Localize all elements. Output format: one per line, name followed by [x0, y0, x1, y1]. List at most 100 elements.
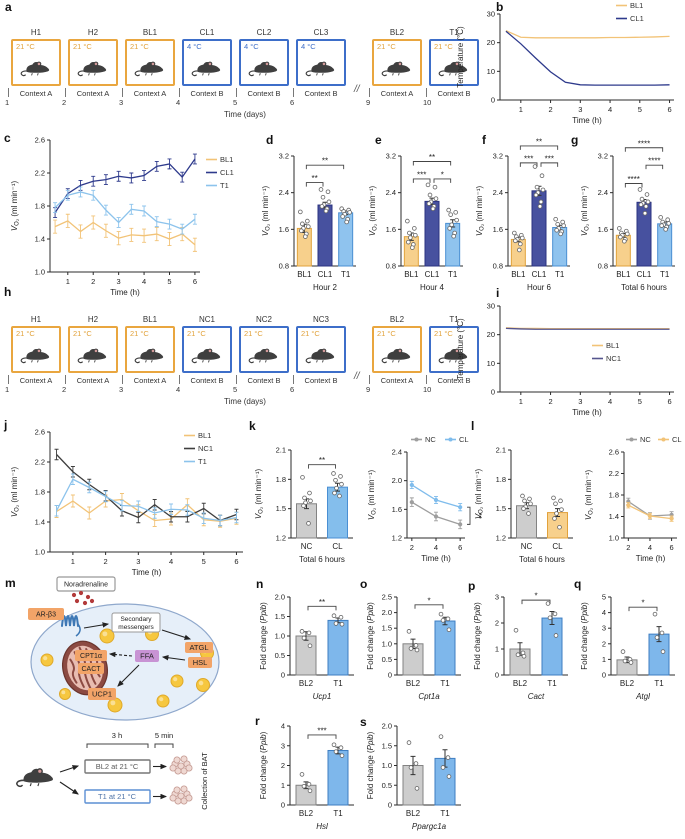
category-label: BL2	[513, 679, 528, 688]
arrow-ffa-cpt1a-dashed	[108, 651, 133, 658]
panel-label-f: f	[482, 133, 486, 147]
category-label: BL2	[299, 809, 314, 818]
data-point	[448, 212, 453, 217]
bar-T1	[541, 617, 563, 676]
atgl-box	[185, 642, 213, 653]
data-point	[558, 498, 563, 504]
mouse-icon	[20, 60, 50, 77]
data-point	[521, 653, 527, 659]
day-tick	[426, 88, 427, 97]
group-name: T1	[449, 28, 459, 37]
sig-bracket	[307, 605, 337, 611]
y-tick-label: 1.6	[392, 505, 402, 514]
mouse-icon	[134, 347, 164, 364]
panel-label-i: i	[496, 286, 500, 300]
mouse-icon-use	[134, 347, 164, 364]
sig-bracket	[519, 162, 538, 167]
housing-box: 21 °C	[372, 39, 422, 86]
x-tick-label: 4	[608, 397, 612, 406]
data-point	[518, 241, 523, 247]
day-tick	[122, 375, 123, 384]
x-tick-label: 4	[169, 557, 173, 566]
housing-box: 21 °C	[429, 326, 479, 373]
bat-tissue-icon	[180, 755, 188, 763]
data-point	[545, 601, 551, 606]
data-point	[338, 614, 344, 620]
y-tick-label: 1.4	[35, 235, 45, 244]
sig-bracket	[628, 606, 658, 612]
mouse-icon	[20, 347, 50, 364]
x-tick-label: 5	[638, 397, 642, 406]
series-line-NC1	[505, 327, 670, 330]
panel-label-g: g	[571, 133, 579, 147]
y-tick-label: 20	[487, 38, 495, 47]
data-point	[647, 513, 653, 519]
x-tick-label: 4	[434, 543, 438, 552]
data-point	[408, 646, 414, 651]
x-tick-label: 1	[519, 105, 523, 114]
day-number: 3	[119, 385, 124, 394]
context-label: Context A	[380, 89, 414, 98]
y-tick-label: 2.2	[35, 169, 45, 178]
temperature-label: 4 °C	[244, 42, 259, 51]
atgl-label: ATGL	[189, 643, 208, 652]
group-name: BL2	[389, 315, 405, 324]
mouse-icon-use	[305, 347, 335, 364]
y-tick-label: 1.8	[276, 475, 286, 484]
y-tick-label: 30	[487, 10, 495, 19]
data-point	[413, 643, 419, 648]
y-tick-label: 3	[602, 624, 606, 633]
series-line-CL1	[505, 30, 670, 86]
cpt1a-label: CPT1α	[80, 653, 102, 660]
y-axis-label: VO₂ (ml min⁻¹)	[368, 186, 379, 237]
x-tick-label: 2	[548, 397, 552, 406]
bracket-3h	[86, 743, 149, 748]
y-axis-label: Fold change (Ppib)	[259, 731, 268, 799]
day-tick	[369, 88, 370, 97]
x-axis-label: Time (h)	[110, 288, 140, 297]
noradrenaline-label: Noradrenaline	[64, 582, 108, 589]
legend-label: CL1	[630, 14, 644, 23]
data-point	[347, 210, 352, 215]
panel-label-m: m	[5, 576, 16, 590]
bar-T1	[445, 222, 461, 267]
sig-bracket	[624, 183, 643, 188]
y-tick-label: 1	[602, 655, 606, 664]
y-tick-label: 1.8	[609, 491, 619, 500]
y-tick-label: 2.0	[382, 608, 392, 617]
group-name: H2	[87, 315, 99, 324]
data-point	[306, 224, 311, 229]
arrow-messengers-atgl	[161, 629, 192, 640]
y-axis-label: VO₂ (ml min⁻¹)	[475, 186, 486, 237]
noradrenaline-dot	[82, 600, 88, 606]
context-label: Context B	[247, 376, 281, 385]
data-point	[539, 173, 545, 179]
day-tick	[122, 88, 123, 97]
sig-label: ****	[638, 139, 650, 148]
bat-tissue-icon	[180, 785, 188, 793]
sig-label: *	[534, 592, 537, 601]
data-point	[427, 192, 433, 198]
y-tick-label: 2.2	[609, 469, 619, 478]
x-axis-label: Cpt1a	[418, 692, 440, 701]
temperature-label: 21 °C	[73, 42, 92, 51]
y-tick-label: 0.5	[382, 655, 392, 664]
housing-box: 21 °C	[182, 326, 232, 373]
data-point	[553, 216, 558, 222]
context-label: Context B	[247, 89, 281, 98]
y-tick-label: 30	[487, 302, 495, 311]
category-label: T1	[555, 270, 565, 279]
t1-condition-label: T1 at 21 °C	[98, 792, 137, 801]
category-label: T1	[341, 270, 351, 279]
y-tick-label: 1.0	[609, 534, 619, 543]
sig-bracket	[624, 147, 664, 152]
chart-vo2-total6h: 0.8 1.6 2.4 3.2 BL1 CL1 T1 Total 6 hours VO₂ (ml…	[580, 139, 675, 292]
bar-NC	[516, 505, 537, 539]
bat-tissue-icon	[173, 756, 181, 764]
x-tick-label: 6	[234, 557, 238, 566]
data-point	[339, 753, 345, 758]
ar-b3-box	[28, 608, 64, 620]
cact-label: CACT	[81, 666, 101, 673]
day-tick	[369, 375, 370, 384]
